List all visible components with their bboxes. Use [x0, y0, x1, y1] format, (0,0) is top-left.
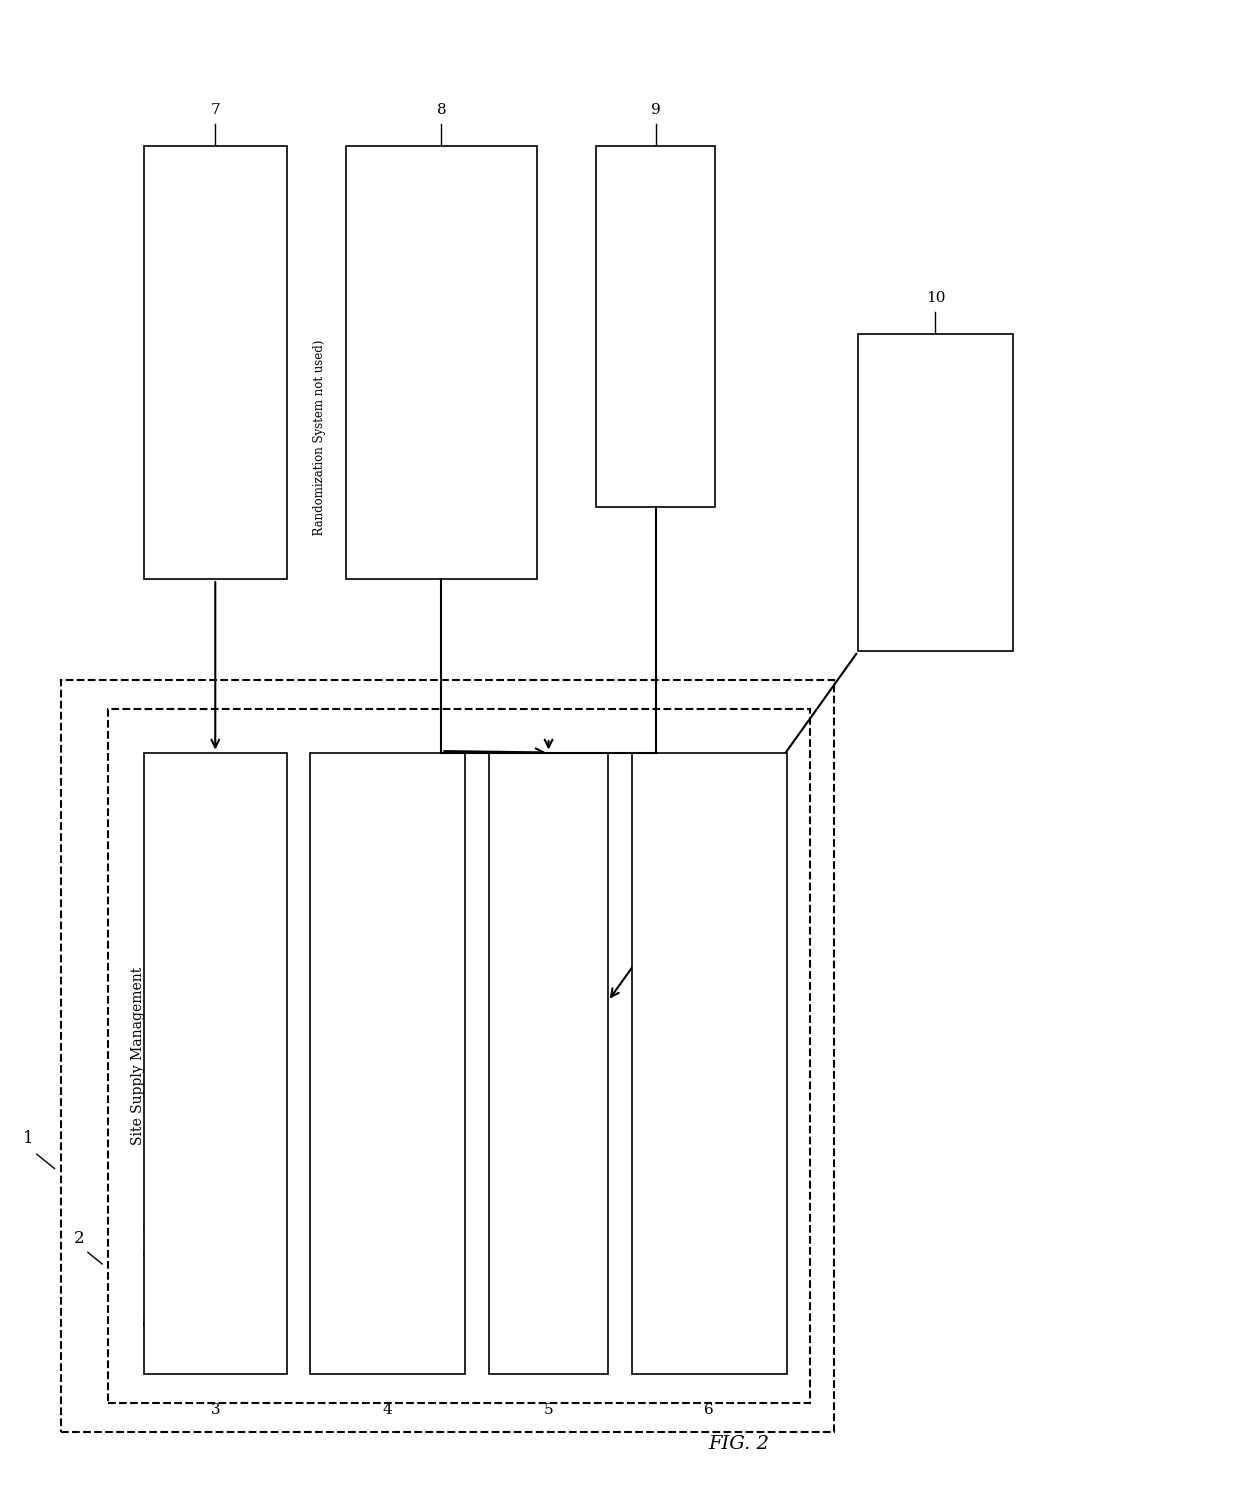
Text: • Site inventory list generation: • Site inventory list generation	[358, 1153, 371, 1338]
Text: • CRFs received: • CRFs received	[625, 373, 639, 471]
Text: • Site Payment: • Site Payment	[898, 527, 911, 616]
Text: FIG. 2: FIG. 2	[708, 1436, 770, 1454]
Text: • Treatment assignment (when: • Treatment assignment (when	[355, 358, 368, 543]
Text: 6: 6	[704, 1403, 714, 1416]
Text: Site Supply Management: Site Supply Management	[131, 966, 145, 1145]
Text: • Shipment tracking entry: • Shipment tracking entry	[265, 1181, 278, 1338]
Text: Site Inventory Tracking: Site Inventory Tracking	[542, 1178, 556, 1338]
Text: • Treatment assignment: • Treatment assignment	[180, 399, 193, 543]
Text: Returned Inventory: Returned Inventory	[703, 1206, 715, 1338]
Text: CTMS: CTMS	[929, 573, 942, 616]
Bar	[144, 752, 286, 1374]
Text: Patient Management System: Patient Management System	[435, 351, 448, 543]
Bar	[489, 752, 608, 1374]
Text: 2: 2	[73, 1230, 84, 1246]
Text: 1: 1	[22, 1130, 33, 1147]
Bar	[858, 334, 1013, 652]
Text: 3: 3	[211, 1403, 219, 1416]
Text: • Site re-supply points: • Site re-supply points	[145, 1204, 157, 1338]
Text: • Initial Inventory (drug, tests, CRFs, etc.): • Initial Inventory (drug, tests, CRFs, …	[187, 1085, 201, 1338]
Text: Randomization System not used): Randomization System not used)	[312, 340, 326, 543]
Bar	[346, 146, 537, 579]
Text: 10: 10	[926, 290, 945, 304]
Text: • Tests administered: • Tests administered	[272, 420, 284, 543]
Text: 7: 7	[211, 102, 219, 117]
Bar	[144, 146, 286, 579]
Bar	[596, 146, 715, 507]
Text: 8: 8	[436, 102, 446, 117]
Text: • Shipment preparation checklists generation: • Shipment preparation checklists genera…	[311, 1064, 325, 1338]
Text: Definition: Definition	[208, 1272, 222, 1338]
Text: • Re-supply in-house in-house inventory: • Re-supply in-house in-house inventory	[634, 1100, 646, 1338]
Text: • Track inventory destruction: • Track inventory destruction	[680, 1160, 693, 1338]
Bar	[310, 752, 465, 1374]
Text: 4: 4	[383, 1403, 393, 1416]
Bar	[61, 680, 835, 1431]
Text: • Enrollment: • Enrollment	[397, 465, 410, 543]
Text: 9: 9	[651, 102, 661, 117]
Text: Randomization System: Randomization System	[208, 390, 222, 543]
Bar	[108, 709, 811, 1403]
Text: 5: 5	[544, 1403, 553, 1416]
Text: CDMS: CDMS	[650, 427, 662, 471]
Bar	[632, 752, 786, 1374]
Text: Site Stocking: Site Stocking	[382, 1248, 394, 1338]
